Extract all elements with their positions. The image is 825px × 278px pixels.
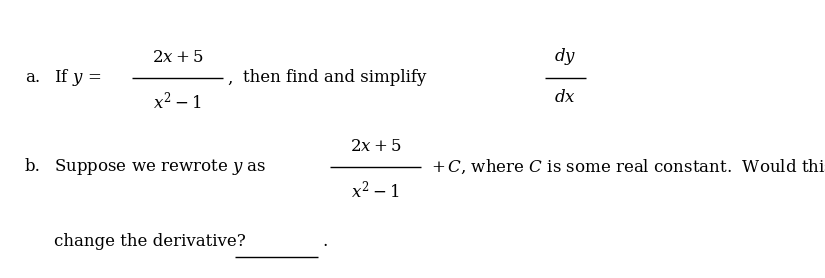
Text: ,: , (227, 69, 233, 86)
Text: then find and simplify: then find and simplify (243, 69, 427, 86)
Text: Suppose we rewrote $y$ as: Suppose we rewrote $y$ as (54, 157, 266, 177)
Text: .: . (323, 233, 328, 250)
Text: $2x + 5$: $2x + 5$ (152, 49, 203, 66)
Text: If $y\,=$: If $y\,=$ (54, 67, 101, 88)
Text: $dy$: $dy$ (554, 46, 576, 67)
Text: $dx$: $dx$ (554, 89, 576, 106)
Text: change the derivative?: change the derivative? (54, 233, 245, 250)
Text: $+\,C$, where $C$ is some real constant.  Would this: $+\,C$, where $C$ is some real constant.… (431, 158, 825, 176)
Text: b.: b. (25, 158, 40, 175)
Text: a.: a. (25, 69, 40, 86)
Text: $2x + 5$: $2x + 5$ (350, 138, 401, 155)
Text: $x^2 - 1$: $x^2 - 1$ (153, 90, 201, 112)
Text: $x^2 - 1$: $x^2 - 1$ (351, 179, 399, 201)
